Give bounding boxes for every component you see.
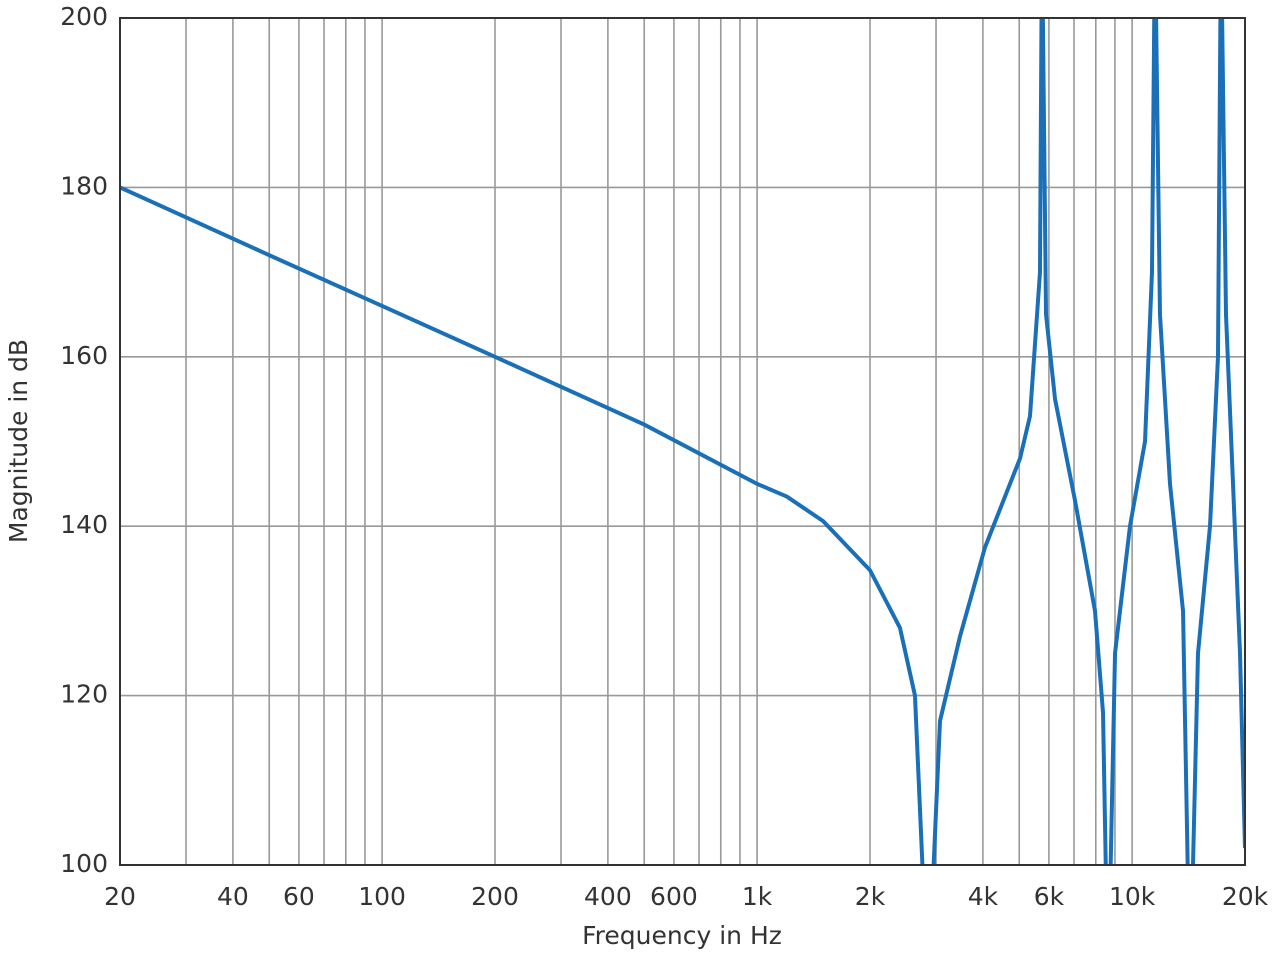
x-tick-label: 10k [1109,882,1156,911]
x-axis-label: Frequency in Hz [582,921,782,950]
y-tick-label: 180 [60,171,108,200]
x-tick-label: 100 [358,882,406,911]
y-tick-label: 140 [60,510,108,539]
x-tick-label: 2k [855,882,886,911]
x-tick-label: 20 [104,882,136,911]
y-axis-label: Magnitude in dB [4,339,33,543]
tick-labels: 100 120 140 160 180 200 20 40 60 100 200 400 600 1k 2k… [60,2,1268,911]
x-tick-label: 40 [217,882,249,911]
x-tick-label: 600 [650,882,698,911]
plot-frame [119,17,1246,866]
y-tick-label: 160 [60,341,108,370]
x-tick-label: 20k [1222,882,1269,911]
x-tick-label: 60 [283,882,315,911]
plot-area [120,18,1245,865]
x-tick-label: 1k [742,882,773,911]
line-series [120,18,1245,865]
y-tick-label: 100 [60,849,108,878]
x-tick-label: 400 [584,882,632,911]
grid [119,17,1246,866]
y-tick-label: 120 [60,680,108,709]
x-tick-label: 200 [471,882,519,911]
x-tick-label: 6k [1034,882,1065,911]
y-tick-label: 200 [60,2,108,31]
x-tick-label: 4k [968,882,999,911]
